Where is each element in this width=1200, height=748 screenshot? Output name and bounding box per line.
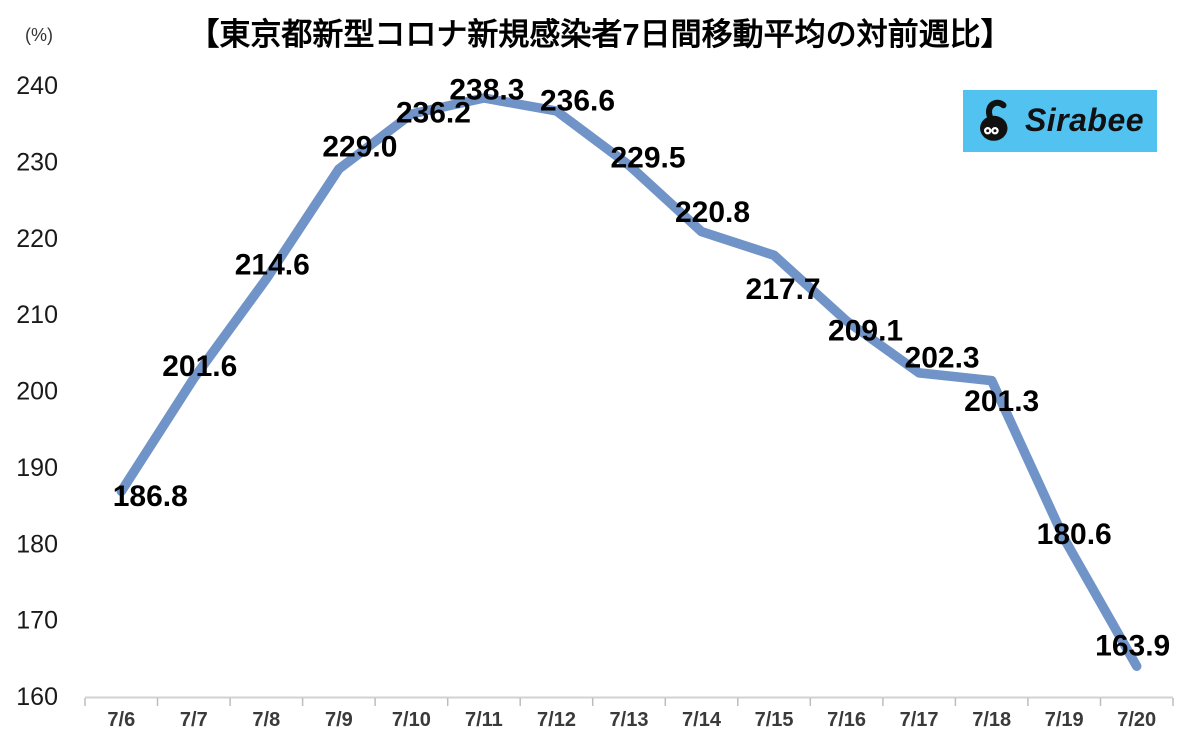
x-axis-tick-label: 7/8 [252,709,280,731]
data-point-label: 202.3 [905,341,980,374]
data-point-label: 186.8 [113,480,188,513]
y-axis-tick-label: 240 [16,72,58,100]
data-point-label: 229.0 [322,131,397,164]
bee-antenna [985,99,1007,120]
x-axis-tick-label: 7/6 [107,709,135,731]
x-axis-tick-label: 7/11 [465,709,503,731]
x-axis-tick-label: 7/20 [1117,709,1156,731]
y-axis-unit-label: (%) [25,25,53,45]
y-axis-tick-label: 210 [16,301,58,329]
sirabee-logo: Sirabee [963,90,1157,152]
data-point-label: 209.1 [828,315,903,348]
data-point-label: 236.6 [540,85,615,118]
data-point-label: 217.7 [746,273,821,306]
x-axis-tick-label: 7/7 [180,709,208,731]
x-axis-tick-label: 7/13 [610,709,649,731]
data-point-label: 214.6 [235,249,310,282]
data-point-label: 180.6 [1037,518,1112,551]
x-axis-tick-label: 7/17 [900,709,939,731]
x-axis-tick-label: 7/10 [392,709,431,731]
y-axis-tick-label: 190 [16,454,58,482]
x-axis-tick-label: 7/18 [972,709,1011,731]
y-axis-tick-label: 200 [16,378,58,406]
x-axis-tick-label: 7/15 [755,709,794,731]
x-axis-tick-label: 7/16 [827,709,866,731]
y-axis-tick-label: 220 [16,225,58,253]
x-axis-tick-label: 7/12 [537,709,576,731]
series-line [116,93,1142,671]
x-axis-tick-label: 7/19 [1045,709,1084,731]
bee-pupil-right [993,129,997,133]
bee-pupil-left [986,129,990,133]
sirabee-bee-icon [979,99,1008,141]
sirabee-logo-text: Sirabee [1024,101,1145,138]
data-point-label: 163.9 [1095,630,1170,663]
y-axis-tick-label: 230 [16,148,58,176]
x-axis-tick-label: 7/14 [682,709,722,731]
data-point-label: 229.5 [610,142,685,175]
x-axis-tick-label: 7/9 [325,709,353,731]
y-axis-tick-label: 180 [16,530,58,558]
chart-title: 【東京都新型コロナ新規感染者7日間移動平均の対前週比】 [188,17,1012,52]
y-axis-tick-label: 160 [16,683,58,711]
data-point-label: 220.8 [675,196,750,229]
data-point-label: 238.3 [449,74,524,107]
y-axis-tick-label: 170 [16,607,58,635]
data-point-label: 201.6 [162,350,237,383]
data-point-label: 201.3 [964,385,1039,418]
data-point-label: 236.2 [396,97,471,130]
